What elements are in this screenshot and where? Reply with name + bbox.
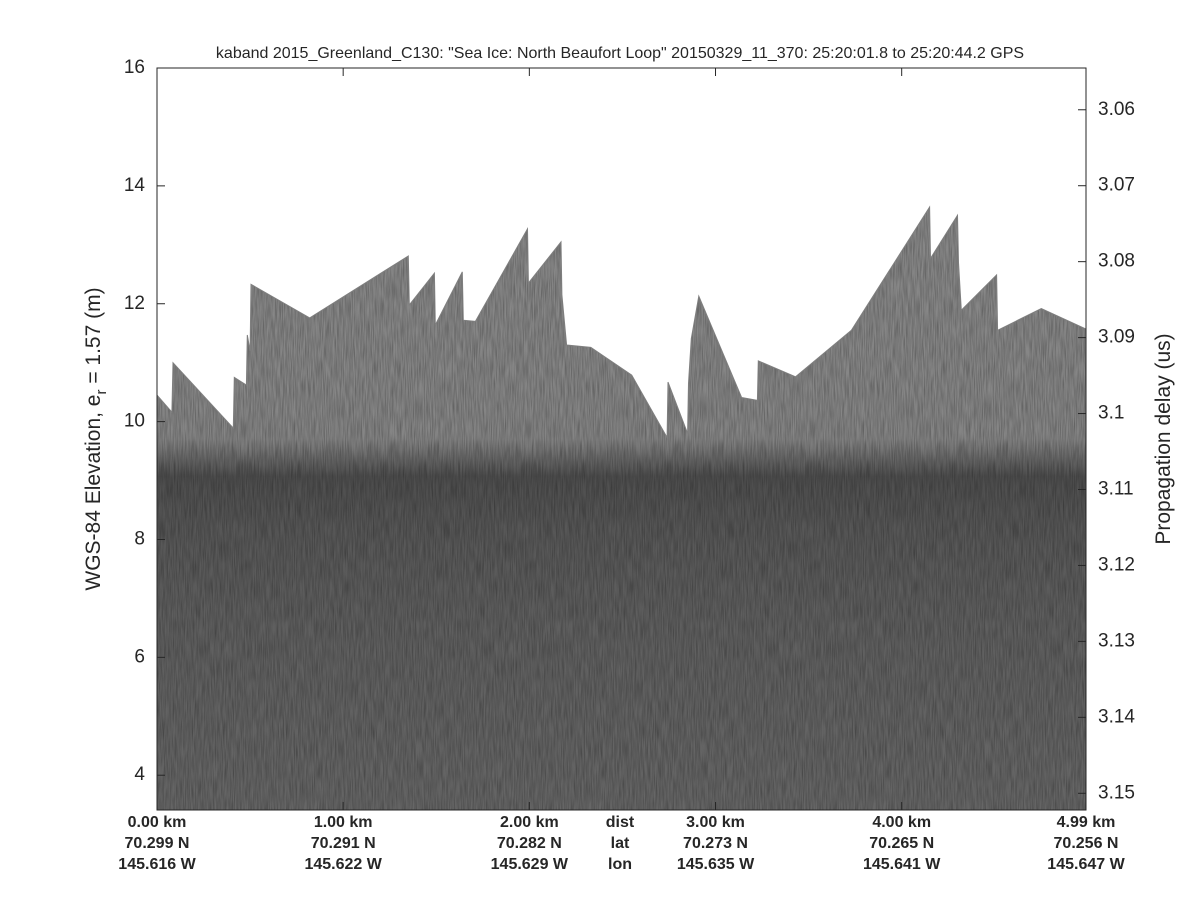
lat-label: 70.291 N bbox=[311, 835, 376, 852]
chart-title: kaband 2015_Greenland_C130: "Sea Ice: No… bbox=[216, 45, 1024, 62]
y2-tick-label: 3.07 bbox=[1098, 175, 1135, 196]
y2-tick-label: 3.12 bbox=[1098, 554, 1135, 575]
y2-tick-label: 3.1 bbox=[1098, 403, 1124, 424]
y2-tick-label: 3.15 bbox=[1098, 782, 1135, 803]
lat-label: 70.282 N bbox=[497, 835, 562, 852]
echogram bbox=[157, 205, 1086, 810]
row-label: lat bbox=[611, 835, 630, 852]
y2-axis-label: Propagation delay (us) bbox=[1152, 333, 1175, 544]
y2-tick-label: 3.13 bbox=[1098, 630, 1135, 651]
y-tick-label: 10 bbox=[124, 411, 145, 432]
row-label: dist bbox=[606, 814, 635, 831]
x-tick-label: 2.00 km bbox=[500, 814, 559, 831]
x-tick-label: 4.00 km bbox=[872, 814, 931, 831]
lon-label: 145.616 W bbox=[118, 856, 196, 873]
y2-tick-label: 3.09 bbox=[1098, 327, 1135, 348]
echogram-texture bbox=[157, 207, 1086, 810]
y2-tick-label: 3.08 bbox=[1098, 251, 1135, 272]
y-label-rest: = 1.57 (m) bbox=[82, 287, 105, 389]
y-tick-label: 4 bbox=[134, 764, 145, 785]
y2-tick-label: 3.14 bbox=[1098, 706, 1135, 727]
lat-label: 70.256 N bbox=[1054, 835, 1119, 852]
y2-tick-label: 3.06 bbox=[1098, 99, 1135, 120]
surface-line bbox=[157, 205, 1086, 440]
y-tick-label: 12 bbox=[124, 293, 145, 314]
y2-tick-label: 3.11 bbox=[1098, 479, 1134, 500]
y-axis-label: WGS-84 Elevation, er = 1.57 (m) bbox=[82, 287, 110, 590]
axes-box bbox=[156, 67, 1087, 811]
row-label: lon bbox=[608, 856, 632, 873]
x-tick-label: 1.00 km bbox=[314, 814, 373, 831]
y-tick-label: 14 bbox=[124, 175, 146, 196]
y-tick-label: 8 bbox=[134, 529, 145, 550]
y-label-subscript: r bbox=[93, 390, 110, 395]
lon-label: 145.622 W bbox=[304, 856, 382, 873]
lon-label: 145.635 W bbox=[677, 856, 755, 873]
y-tick-label: 6 bbox=[134, 646, 145, 667]
lon-label: 145.641 W bbox=[863, 856, 941, 873]
x-tick-label: 0.00 km bbox=[128, 814, 187, 831]
x-tick-label: 3.00 km bbox=[686, 814, 745, 831]
y-label-main: WGS-84 Elevation, e bbox=[82, 395, 105, 591]
lon-label: 145.647 W bbox=[1047, 856, 1125, 873]
lat-label: 70.299 N bbox=[125, 835, 190, 852]
x-tick-label: 4.99 km bbox=[1057, 814, 1116, 831]
y-tick-label: 16 bbox=[124, 57, 145, 78]
lat-label: 70.273 N bbox=[683, 835, 748, 852]
lat-label: 70.265 N bbox=[869, 835, 934, 852]
lon-label: 145.629 W bbox=[491, 856, 569, 873]
